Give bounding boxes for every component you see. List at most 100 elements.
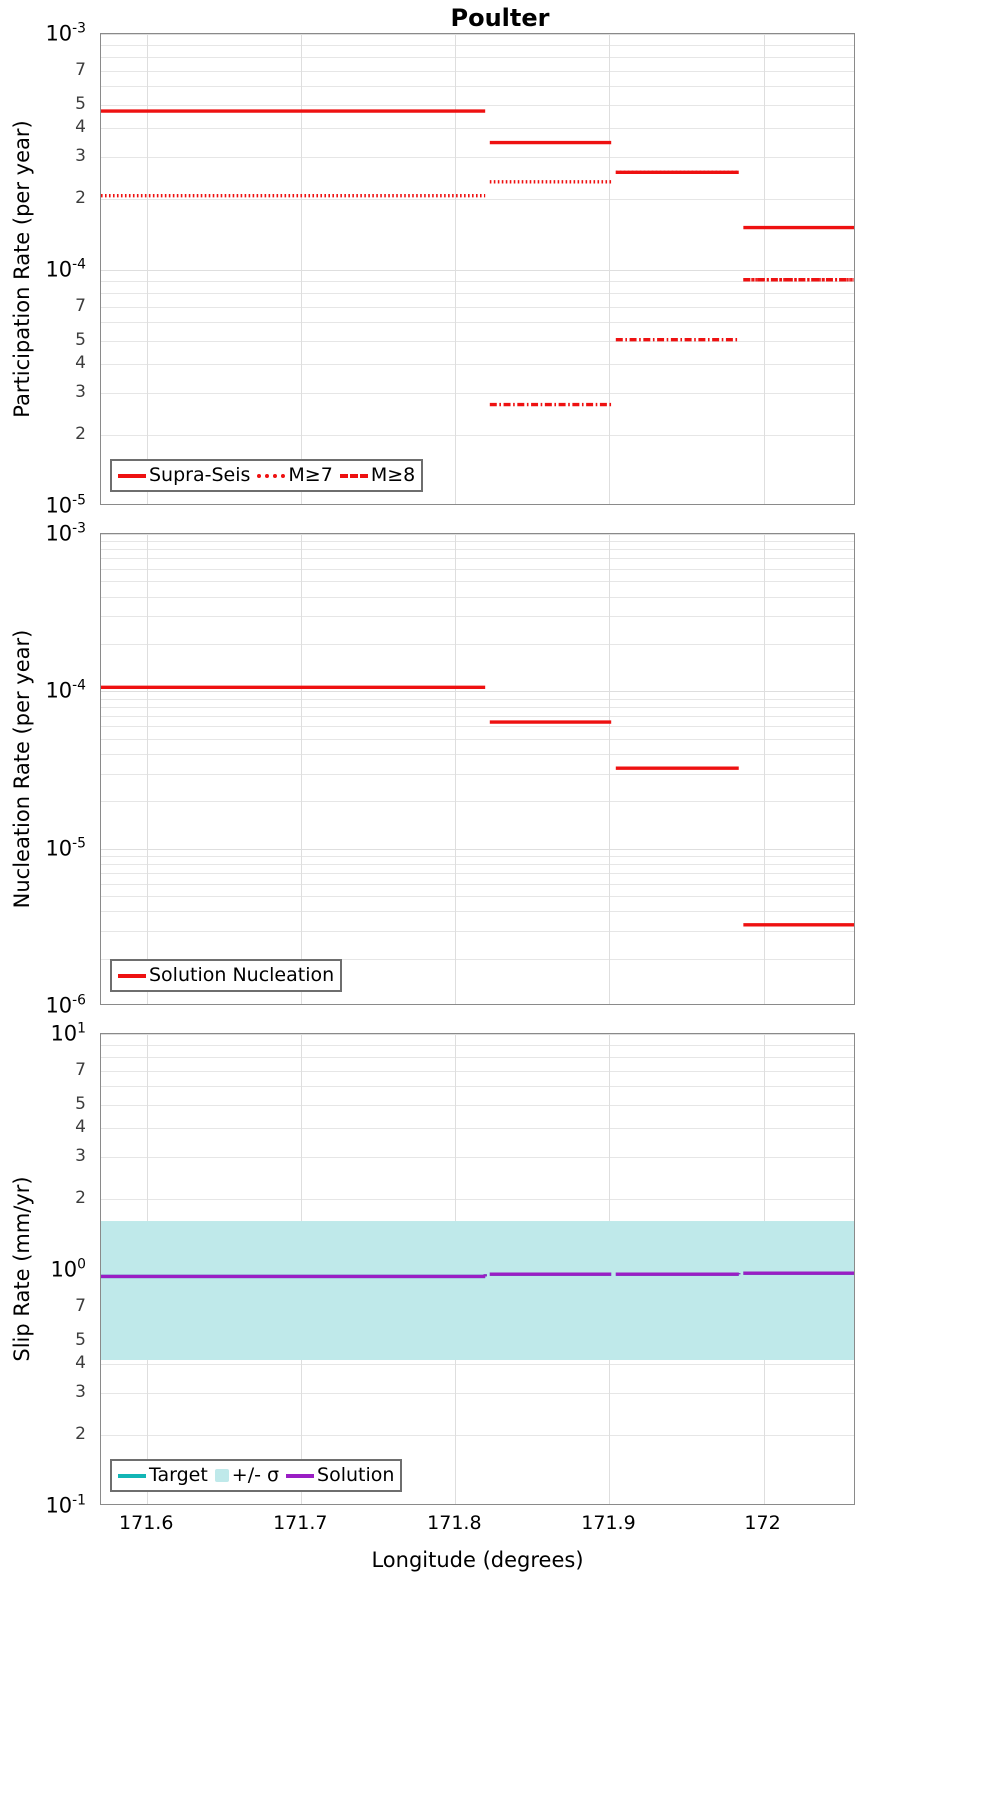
yaxis-tick-label: 2 bbox=[75, 1423, 86, 1444]
yaxis-ticks-participation: 10-3 7 5 4 3 2 10-4 7 5 4 3 2 10-5 bbox=[0, 21, 92, 518]
gridline-horizontal bbox=[101, 698, 854, 700]
plot-panel-participation: Supra-Seis M≥7 M≥8 bbox=[100, 33, 855, 505]
legend-swatch-icon bbox=[214, 1469, 229, 1482]
gridline-vertical bbox=[147, 534, 149, 1004]
gridline-horizontal bbox=[101, 568, 854, 570]
legend-swatch-icon bbox=[339, 473, 368, 478]
yaxis-tick-label: 2 bbox=[75, 423, 86, 444]
gridline-horizontal bbox=[101, 558, 854, 560]
gridline-horizontal bbox=[101, 596, 854, 598]
legend-swatch-icon bbox=[118, 973, 146, 978]
gridline-vertical bbox=[301, 1034, 303, 1504]
xaxis-tick-label: 171.7 bbox=[273, 1512, 328, 1534]
series-layer bbox=[101, 685, 854, 927]
gridline-horizontal bbox=[101, 581, 854, 583]
gridline-horizontal bbox=[101, 1363, 854, 1365]
gridline-vertical bbox=[763, 34, 765, 504]
yaxis-tick-label: 10-4 bbox=[45, 677, 86, 703]
plot-panel-sliprate: Target +/- σ Solution bbox=[100, 1033, 855, 1505]
gridline-horizontal bbox=[101, 341, 854, 343]
gridline-horizontal bbox=[101, 715, 854, 717]
gridline-horizontal bbox=[101, 1056, 854, 1058]
legend-participation[interactable]: Supra-Seis M≥7 M≥8 bbox=[110, 459, 424, 492]
gridline-horizontal bbox=[101, 706, 854, 708]
gridline-horizontal bbox=[101, 863, 854, 865]
yaxis-tick-label: 10-5 bbox=[45, 492, 86, 518]
legend-item[interactable]: Supra-Seis bbox=[118, 466, 250, 485]
gridline-horizontal bbox=[101, 883, 854, 885]
legend-swatch-icon bbox=[118, 1473, 146, 1478]
yaxis-tick-label: 4 bbox=[75, 1352, 86, 1373]
legend-swatch-icon bbox=[118, 473, 146, 478]
gridline-horizontal bbox=[101, 322, 854, 324]
gridline-vertical bbox=[609, 34, 611, 504]
gridline-horizontal bbox=[101, 691, 854, 693]
gridline-horizontal bbox=[101, 726, 854, 728]
gridline-horizontal bbox=[101, 393, 854, 395]
gridline-vertical bbox=[147, 1034, 149, 1504]
legend-item[interactable]: Solution Nucleation bbox=[118, 966, 334, 985]
gridline-horizontal bbox=[101, 1393, 854, 1395]
yaxis-tick-label: 10-6 bbox=[45, 992, 86, 1018]
legend-label: Solution bbox=[317, 1464, 395, 1486]
gridline-horizontal bbox=[101, 1322, 854, 1324]
gridline-vertical bbox=[455, 534, 457, 1004]
gridline-horizontal bbox=[101, 1306, 854, 1308]
yaxis-tick-label: 4 bbox=[75, 352, 86, 373]
gridline-horizontal bbox=[101, 1044, 854, 1046]
gridline-horizontal bbox=[101, 44, 854, 46]
legend-item[interactable]: M≥7 bbox=[257, 464, 333, 486]
gridline-horizontal bbox=[101, 534, 854, 535]
gridline-horizontal bbox=[101, 1034, 854, 1035]
yaxis-tick-label: 101 bbox=[50, 1020, 86, 1046]
plot-panel-nucleation: Solution Nucleation bbox=[100, 533, 855, 1005]
gridline-horizontal bbox=[101, 911, 854, 913]
gridline-horizontal bbox=[101, 753, 854, 755]
yaxis-tick-label: 5 bbox=[75, 94, 86, 115]
gridline-vertical bbox=[455, 1034, 457, 1504]
gridline-horizontal bbox=[101, 643, 854, 645]
yaxis-ticks-sliprate: 101 7 5 4 3 2 100 7 5 4 3 2 10-1 bbox=[0, 1021, 92, 1518]
gridline-horizontal bbox=[101, 1270, 854, 1271]
legend-item[interactable]: Solution bbox=[286, 1466, 394, 1485]
legend-label: M≥7 bbox=[288, 464, 333, 486]
yaxis-tick-label: 3 bbox=[75, 382, 86, 403]
yaxis-tick-label: 5 bbox=[75, 330, 86, 351]
xaxis-tick-label: 171.8 bbox=[427, 1512, 482, 1534]
yaxis-tick-label: 10-1 bbox=[45, 1492, 86, 1518]
gridline-vertical bbox=[609, 534, 611, 1004]
legend-label: Supra-Seis bbox=[149, 464, 251, 486]
xaxis-label: Longitude (degrees) bbox=[371, 1548, 584, 1572]
gridline-vertical bbox=[763, 534, 765, 1004]
gridline-horizontal bbox=[101, 1280, 854, 1282]
gridline-horizontal bbox=[101, 434, 854, 436]
gridline-horizontal bbox=[101, 855, 854, 857]
gridline-vertical bbox=[455, 34, 457, 504]
gridline-horizontal bbox=[101, 127, 854, 129]
legend-label: Target bbox=[149, 1464, 208, 1486]
legend-label: +/- σ bbox=[231, 1464, 280, 1486]
gridline-horizontal bbox=[101, 1341, 854, 1343]
legend-sliprate[interactable]: Target +/- σ Solution bbox=[110, 1459, 403, 1492]
gridline-horizontal bbox=[101, 738, 854, 740]
gridline-vertical bbox=[609, 1034, 611, 1504]
yaxis-tick-label: 7 bbox=[75, 295, 86, 316]
gridline-vertical bbox=[301, 34, 303, 504]
gridline-horizontal bbox=[101, 292, 854, 294]
legend-item[interactable]: M≥8 bbox=[339, 466, 415, 485]
yaxis-tick-label: 10-3 bbox=[45, 20, 86, 46]
legend-item[interactable]: Target bbox=[118, 1466, 208, 1485]
yaxis-tick-label: 10-3 bbox=[45, 520, 86, 546]
gridline-horizontal bbox=[101, 773, 854, 775]
legend-swatch-icon bbox=[257, 473, 286, 478]
uncertainty-band bbox=[101, 1221, 854, 1360]
gridline-horizontal bbox=[101, 801, 854, 803]
gridline-horizontal bbox=[101, 549, 854, 551]
gridline-horizontal bbox=[101, 848, 854, 850]
gridline-horizontal bbox=[101, 363, 854, 365]
gridline-horizontal bbox=[101, 1292, 854, 1294]
yaxis-tick-label: 2 bbox=[75, 187, 86, 208]
xaxis-tick-label: 171.6 bbox=[119, 1512, 174, 1534]
legend-nucleation[interactable]: Solution Nucleation bbox=[110, 959, 343, 992]
legend-item[interactable]: +/- σ bbox=[214, 1464, 280, 1486]
